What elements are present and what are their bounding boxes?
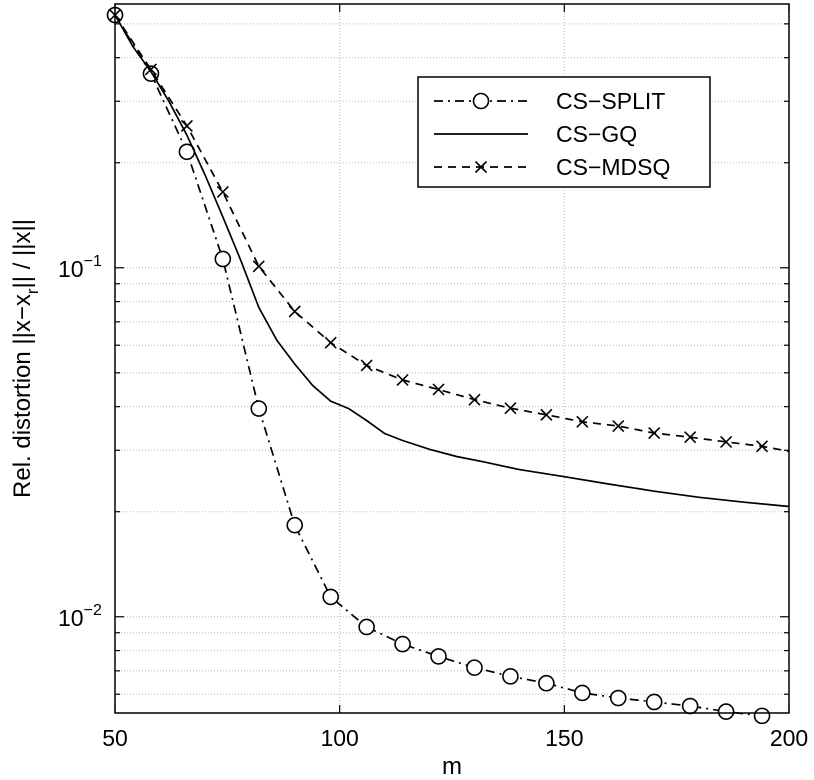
series-line	[114, 14, 790, 508]
data-point	[645, 693, 663, 711]
x-tick-label: 200	[770, 725, 808, 751]
data-point	[430, 648, 447, 665]
data-point	[540, 408, 553, 421]
data-point	[612, 419, 625, 433]
data-point	[684, 431, 697, 444]
plot-frame	[114, 3, 790, 714]
data-point	[144, 63, 158, 76]
x-tick-label: 100	[320, 725, 358, 751]
data-point	[324, 336, 337, 349]
data-point	[753, 707, 771, 725]
data-point	[358, 618, 375, 636]
legend-label: CS−GQ	[556, 121, 637, 147]
data-point	[720, 435, 733, 448]
series-cs-mdsq	[108, 8, 790, 453]
ticks: 50 100 150 200 10−1 10−2	[58, 4, 808, 751]
y-tick-label: 10−2	[58, 602, 102, 631]
data-point	[288, 305, 301, 318]
legend-box	[417, 76, 711, 188]
x-tick-label: 50	[102, 725, 128, 751]
x-tick-label: 150	[545, 725, 583, 751]
data-point	[322, 588, 339, 606]
data-point	[681, 697, 699, 715]
data-point	[717, 703, 735, 720]
y-tick-label: 10−1	[58, 253, 102, 282]
legend-entry: CS−GQ	[434, 121, 637, 147]
data-point	[432, 383, 445, 396]
data-point	[468, 393, 481, 406]
data-point	[538, 674, 555, 692]
data-point	[216, 185, 229, 198]
data-point	[394, 635, 411, 653]
data-point	[396, 373, 409, 387]
data-point	[180, 119, 193, 132]
data-point	[214, 250, 232, 268]
data-point	[250, 400, 268, 417]
legend-entry: CS−SPLIT	[434, 88, 665, 114]
data-point	[504, 402, 517, 415]
series-line	[114, 14, 790, 453]
legend-label: CS−SPLIT	[556, 88, 665, 114]
legend-marker	[472, 92, 490, 110]
data-point	[574, 684, 591, 702]
legend: CS−SPLIT CS−GQ CS−MDSQ	[417, 76, 711, 188]
data-point	[648, 427, 661, 440]
data-point	[252, 260, 265, 273]
series-cs-gq	[114, 14, 790, 508]
y-axis-label: Rel. distortion ||x−xr|| / ||x||	[9, 219, 42, 498]
data-point	[286, 516, 304, 534]
series-layer	[106, 6, 790, 725]
data-point	[576, 415, 589, 428]
data-point	[466, 659, 483, 676]
data-point	[609, 689, 627, 707]
data-point	[755, 440, 769, 453]
data-point	[360, 359, 373, 372]
data-point	[502, 668, 519, 685]
legend-marker	[474, 160, 488, 174]
legend-label: CS−MDSQ	[556, 154, 670, 180]
x-axis-label: m	[442, 753, 462, 780]
legend-entry: CS−MDSQ	[434, 154, 670, 180]
